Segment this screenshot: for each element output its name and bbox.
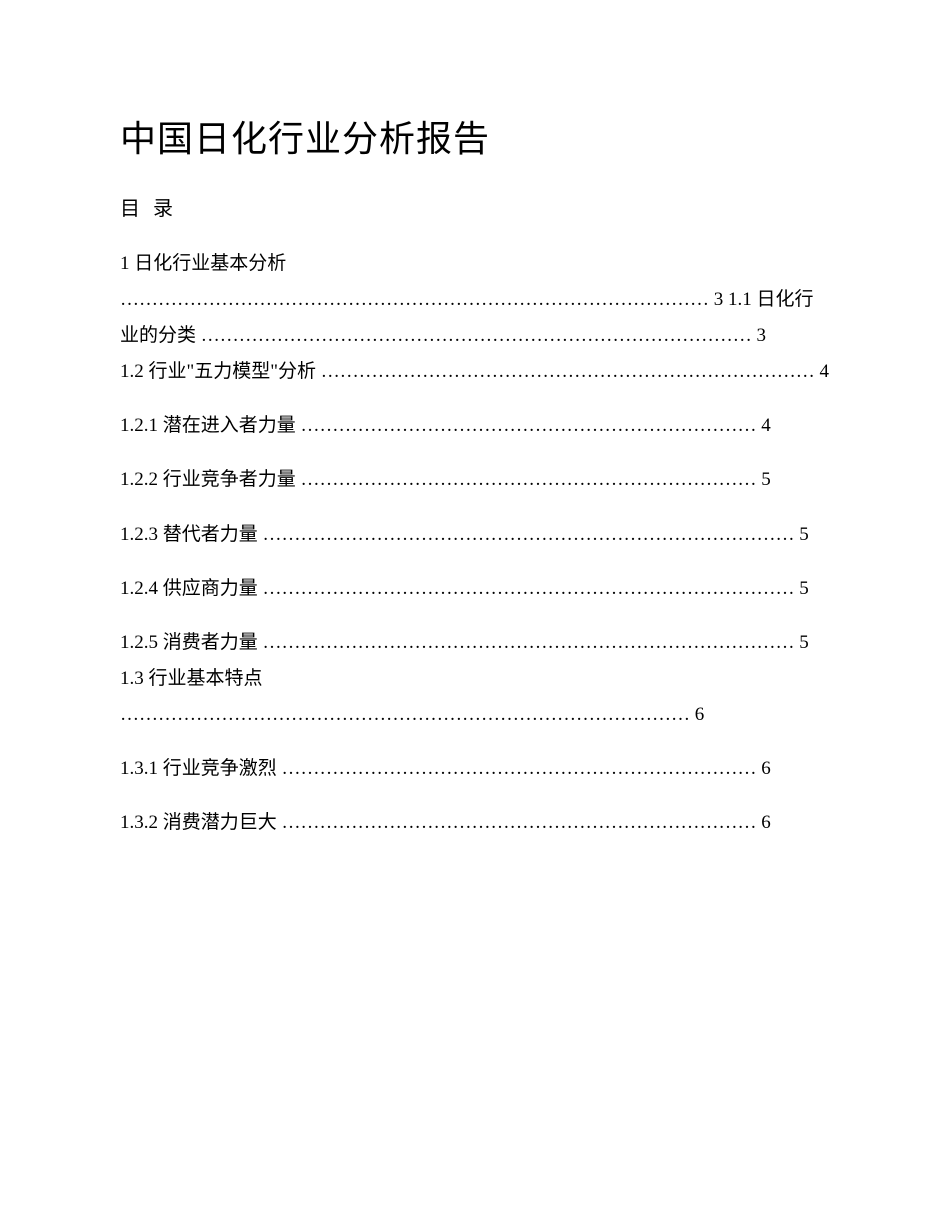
toc-entry: 1.2.4 供应商力量 …………………………………………………………………………… <box>120 571 830 607</box>
toc-entry: 1.3.2 消费潜力巨大 ………………………………………………………………… 6 <box>120 805 830 841</box>
toc-entry: 1.3.1 行业竞争激烈 ………………………………………………………………… 6 <box>120 751 830 787</box>
document-title: 中国日化行业分析报告 <box>120 110 830 162</box>
toc-container: 1 日化行业基本分析 ……………………………………………………………………………… <box>120 246 830 841</box>
toc-heading: 目 录 <box>120 192 830 221</box>
toc-entry: 1.2.1 潜在进入者力量 ……………………………………………………………… 4 <box>120 408 830 444</box>
toc-entry: 1.3 行业基本特点 ……………………………………………………………………………… <box>120 661 830 733</box>
toc-entry: 1.2.5 消费者力量 …………………………………………………………………………… <box>120 625 830 661</box>
toc-entry: 1.2.3 替代者力量 …………………………………………………………………………… <box>120 517 830 553</box>
toc-entry: 1 日化行业基本分析 ……………………………………………………………………………… <box>120 246 830 354</box>
toc-entry: 1.2 行业"五力模型"分析 …………………………………………………………………… <box>120 354 830 390</box>
toc-entry: 1.2.2 行业竞争者力量 ……………………………………………………………… 5 <box>120 462 830 498</box>
